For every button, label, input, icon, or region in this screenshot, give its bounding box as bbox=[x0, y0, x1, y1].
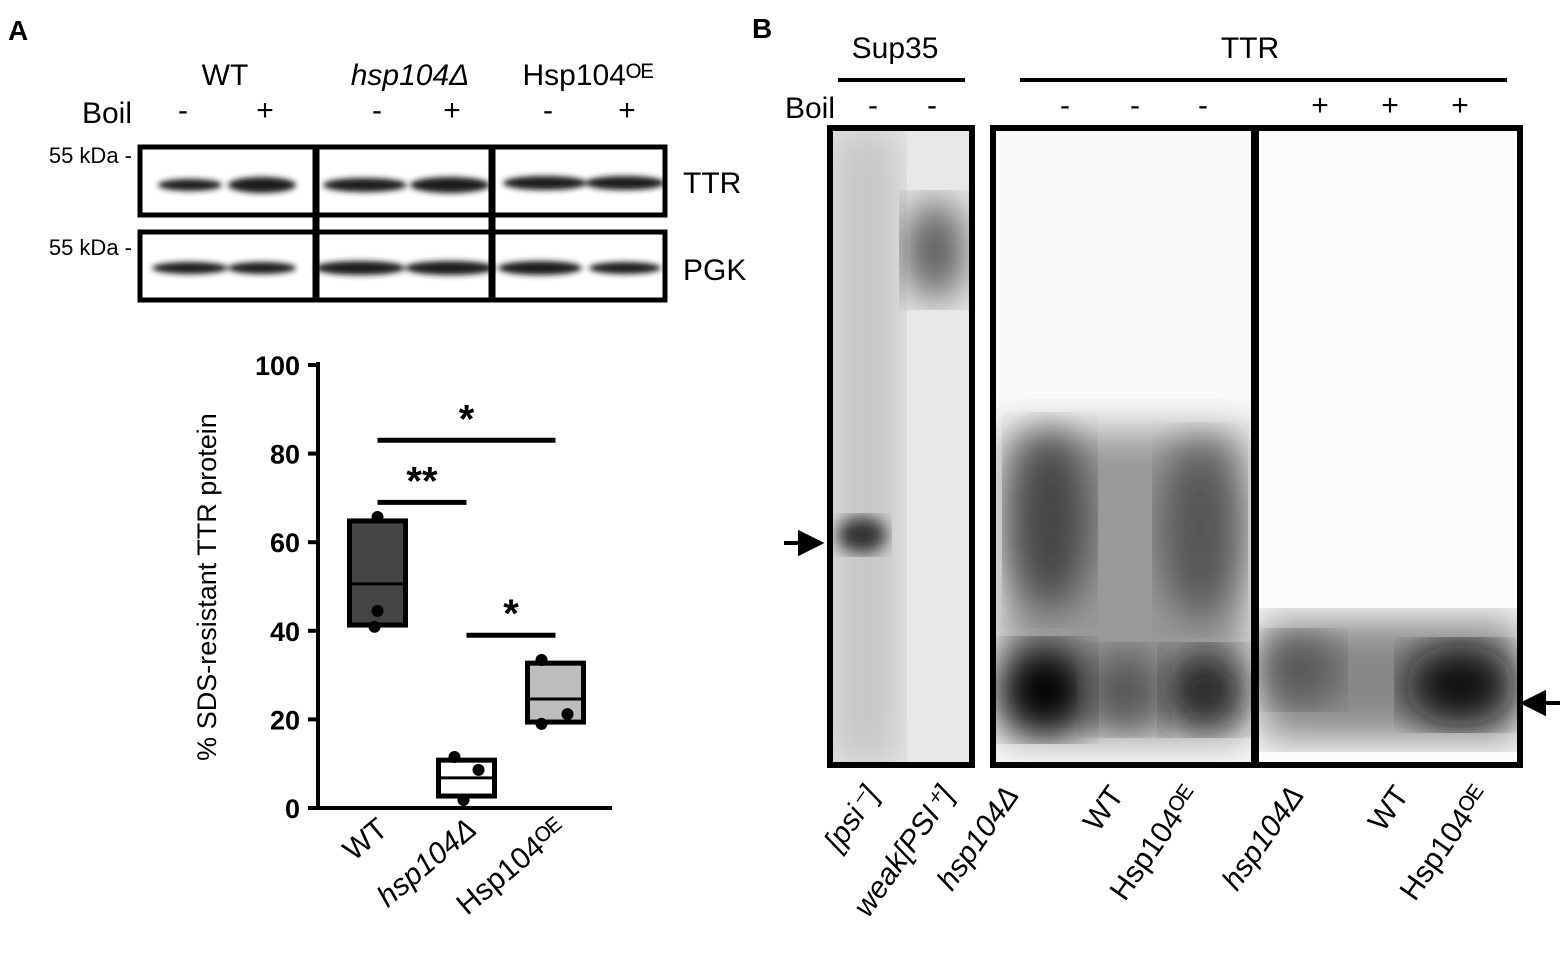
lane-label: [psi⁻] bbox=[817, 780, 886, 858]
strain-label: WT bbox=[202, 59, 249, 92]
panel-label: A bbox=[8, 15, 28, 46]
arrow bbox=[784, 529, 825, 557]
boil-mark: - bbox=[868, 89, 878, 122]
y-tick-label: 40 bbox=[270, 617, 300, 647]
lane-smears bbox=[830, 128, 1520, 765]
boil-mark: + bbox=[1451, 89, 1469, 122]
y-tick-label: 0 bbox=[285, 794, 300, 824]
boil-mark: - bbox=[1130, 89, 1140, 122]
y-axis-label: % SDS-resistant TTR protein bbox=[192, 413, 222, 761]
marker-label: 55 kDa - bbox=[49, 143, 132, 168]
y-tick-label: 80 bbox=[270, 440, 300, 470]
blot-label: TTR bbox=[683, 167, 741, 200]
strain-label: Hsp104ᴼᴱ bbox=[522, 59, 653, 92]
boil-label: Boil bbox=[82, 97, 132, 130]
marker-label: 55 kDa - bbox=[49, 235, 132, 260]
significance-label: * bbox=[459, 397, 475, 441]
panel-b: B Sup35 TTR Boil - - - - - + + +[psi⁻]weak[PSI⁺… bbox=[752, 13, 1560, 923]
boil-mark: + bbox=[1311, 89, 1329, 122]
data-point bbox=[371, 510, 384, 523]
boil-mark: - bbox=[1060, 89, 1070, 122]
boil-mark: + bbox=[443, 94, 461, 127]
data-point bbox=[535, 717, 548, 730]
boil-mark: - bbox=[1198, 89, 1208, 122]
boil-label: Boil bbox=[785, 92, 835, 125]
boil-mark: - bbox=[543, 94, 553, 127]
boil-mark: - bbox=[178, 94, 188, 127]
blot-bands bbox=[152, 176, 665, 275]
boil-mark: + bbox=[1381, 89, 1399, 122]
boil-mark: - bbox=[372, 94, 382, 127]
blot-frames bbox=[137, 144, 668, 303]
group-label: Sup35 bbox=[852, 32, 939, 65]
data-point bbox=[368, 620, 381, 633]
data-point bbox=[561, 708, 574, 721]
lane-label: hsp104Δ bbox=[1216, 780, 1311, 896]
arrow bbox=[1519, 689, 1560, 717]
panel-a: A WT hsp104Δ Hsp104ᴼᴱ Boil - + - + - + 5… bbox=[8, 15, 746, 303]
data-point bbox=[371, 604, 384, 617]
data-point bbox=[457, 794, 470, 807]
strain-label: hsp104Δ bbox=[351, 59, 470, 92]
gel-frames bbox=[827, 125, 1523, 768]
y-tick-label: 60 bbox=[270, 528, 300, 558]
data-point bbox=[472, 763, 485, 776]
significance-label: * bbox=[503, 592, 519, 636]
y-tick-label: 20 bbox=[270, 705, 300, 735]
boil-mark: + bbox=[618, 94, 636, 127]
lane-label: WT bbox=[1362, 780, 1416, 837]
x-tick-label: WT bbox=[337, 812, 394, 867]
boil-mark: - bbox=[927, 89, 937, 122]
data-point bbox=[535, 654, 548, 667]
group-label: TTR bbox=[1221, 32, 1279, 65]
data-point bbox=[448, 751, 461, 764]
box-chart: % SDS-resistant TTR protein 0 20 40 60 80 100… bbox=[192, 351, 612, 922]
blot-label: PGK bbox=[683, 254, 746, 287]
panel-label: B bbox=[752, 13, 772, 44]
box bbox=[525, 660, 586, 725]
y-tick-label: 100 bbox=[255, 351, 300, 381]
significance-label: ** bbox=[406, 459, 438, 503]
boil-mark: + bbox=[256, 94, 274, 127]
lane-label: WT bbox=[1077, 780, 1131, 837]
